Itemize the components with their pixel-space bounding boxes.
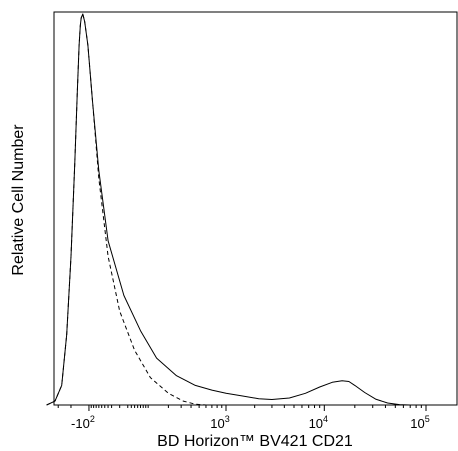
x-tick-label: -102	[71, 414, 95, 431]
x-tick-label: 104	[309, 414, 328, 431]
x-tick-label: 105	[410, 414, 429, 431]
x-tick-label: 103	[210, 414, 229, 431]
series-line-solid	[46, 13, 411, 406]
x-major-ticks	[88, 405, 427, 411]
series-line-dashed	[46, 13, 207, 406]
x-axis-title: BD Horizon™ BV421 CD21	[157, 433, 353, 450]
x-tick-labels: -102 103 104 105	[71, 414, 430, 431]
x-minor-ticks	[57, 405, 422, 408]
y-axis-title: Relative Cell Number	[10, 124, 27, 276]
series-layer	[46, 13, 411, 406]
plot-frame	[53, 11, 458, 406]
